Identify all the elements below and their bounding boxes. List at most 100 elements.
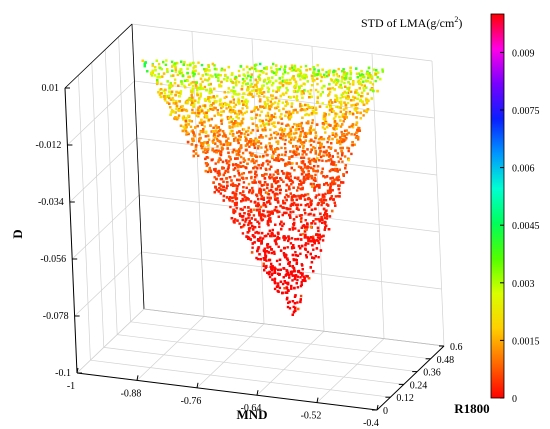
data-point: [252, 208, 256, 211]
data-point: [213, 176, 216, 179]
data-point: [236, 178, 239, 182]
data-point: [254, 218, 257, 221]
data-point: [345, 137, 348, 140]
data-point: [199, 93, 202, 97]
data-point: [276, 105, 280, 108]
data-point: [158, 93, 162, 96]
data-point: [247, 126, 250, 130]
data-point: [300, 214, 303, 217]
data-point: [312, 159, 316, 163]
data-point: [309, 252, 312, 256]
data-point: [346, 146, 349, 150]
data-point: [299, 195, 302, 198]
data-point: [300, 220, 303, 223]
data-point: [289, 192, 292, 195]
data-point: [338, 101, 341, 104]
data-point: [288, 188, 291, 191]
data-point: [301, 274, 304, 277]
data-point: [204, 169, 207, 173]
data-point: [268, 115, 271, 119]
data-point: [339, 119, 342, 122]
data-point: [332, 110, 335, 113]
data-point: [234, 150, 237, 153]
data-point: [143, 64, 146, 68]
data-point: [310, 84, 314, 87]
data-point: [240, 172, 244, 176]
data-point: [225, 107, 228, 110]
data-point: [307, 239, 310, 242]
data-point: [242, 128, 246, 131]
data-point: [273, 158, 276, 162]
data-point: [216, 95, 219, 98]
data-point: [176, 116, 180, 119]
data-point: [248, 189, 251, 192]
data-point: [239, 124, 242, 127]
data-point: [292, 109, 295, 112]
data-point: [198, 105, 202, 108]
data-point: [321, 221, 324, 224]
data-point: [318, 238, 322, 241]
data-point: [293, 123, 296, 126]
data-point: [241, 96, 244, 99]
data-point: [279, 280, 283, 283]
data-point: [335, 178, 338, 181]
data-point: [220, 67, 224, 70]
data-point: [314, 207, 317, 211]
data-point: [190, 94, 193, 97]
data-point: [305, 153, 308, 156]
data-point: [250, 217, 253, 220]
data-point: [209, 82, 212, 86]
data-point: [277, 102, 280, 105]
data-point: [200, 121, 204, 125]
data-point: [170, 111, 173, 114]
data-point: [244, 139, 247, 142]
data-point: [213, 114, 216, 117]
data-point: [179, 105, 183, 109]
data-point: [247, 216, 250, 219]
data-point: [299, 132, 302, 135]
data-point: [227, 142, 230, 145]
data-point: [228, 116, 231, 120]
data-point: [305, 107, 309, 111]
data-point: [281, 213, 284, 217]
data-point: [342, 68, 345, 71]
data-point: [287, 289, 290, 292]
data-point: [332, 81, 336, 84]
data-point: [248, 191, 251, 194]
data-point: [266, 163, 270, 166]
data-point: [233, 122, 236, 125]
data-point: [234, 136, 237, 139]
data-point: [233, 210, 237, 213]
grid-line: [311, 46, 325, 332]
data-point: [291, 125, 294, 129]
data-point: [227, 163, 231, 167]
data-point: [227, 91, 230, 94]
data-point: [320, 79, 323, 83]
data-point: [213, 150, 216, 153]
data-point: [254, 116, 257, 120]
data-point: [285, 171, 289, 175]
data-point: [334, 135, 337, 138]
data-point: [298, 85, 301, 88]
data-point: [324, 192, 327, 196]
data-point: [299, 294, 303, 298]
data-point: [178, 100, 181, 103]
data-point: [204, 115, 208, 118]
data-point: [228, 121, 231, 124]
data-point: [191, 101, 194, 105]
data-point: [340, 103, 343, 106]
data-point: [248, 229, 251, 232]
data-point: [292, 138, 296, 141]
data-point: [342, 73, 345, 76]
data-point: [266, 114, 270, 117]
data-point: [257, 108, 260, 111]
data-point: [296, 99, 299, 102]
data-point: [319, 249, 323, 252]
data-point: [234, 120, 237, 123]
data-point: [339, 106, 342, 110]
data-point: [157, 91, 160, 94]
data-point: [265, 118, 268, 122]
data-point: [194, 111, 197, 115]
data-point: [186, 140, 190, 144]
data-point: [358, 87, 361, 90]
